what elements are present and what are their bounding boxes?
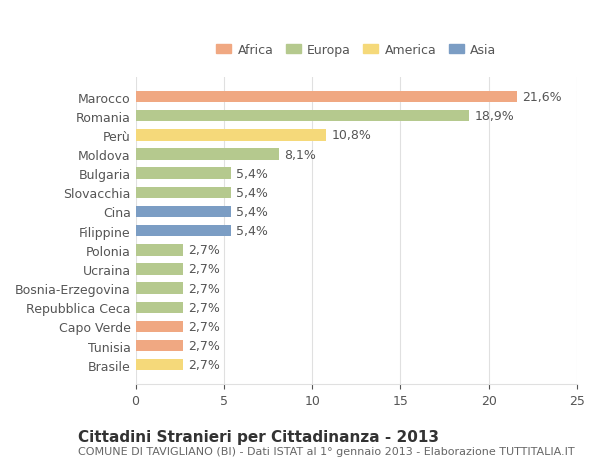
Text: COMUNE DI TAVIGLIANO (BI) - Dati ISTAT al 1° gennaio 2013 - Elaborazione TUTTITA: COMUNE DI TAVIGLIANO (BI) - Dati ISTAT a… [78,447,575,456]
Bar [136,245,183,256]
Bar [136,225,231,237]
Bar [136,283,183,294]
Text: 5,4%: 5,4% [236,167,268,180]
Text: 21,6%: 21,6% [523,91,562,104]
Text: 2,7%: 2,7% [188,301,220,314]
Text: 2,7%: 2,7% [188,339,220,353]
Text: 2,7%: 2,7% [188,263,220,276]
Bar [136,187,231,199]
Text: Cittadini Stranieri per Cittadinanza - 2013: Cittadini Stranieri per Cittadinanza - 2… [78,429,439,444]
Text: 5,4%: 5,4% [236,224,268,238]
Legend: Africa, Europa, America, Asia: Africa, Europa, America, Asia [216,44,496,57]
Text: 5,4%: 5,4% [236,206,268,218]
Text: 8,1%: 8,1% [284,148,316,161]
Bar [136,92,517,103]
Text: 2,7%: 2,7% [188,282,220,295]
Bar [136,130,326,141]
Bar [136,359,183,371]
Text: 5,4%: 5,4% [236,186,268,199]
Bar [136,149,278,160]
Text: 10,8%: 10,8% [332,129,371,142]
Bar [136,111,469,122]
Text: 18,9%: 18,9% [475,110,514,123]
Bar [136,263,183,275]
Text: 2,7%: 2,7% [188,320,220,333]
Bar [136,321,183,332]
Bar [136,168,231,179]
Text: 2,7%: 2,7% [188,358,220,371]
Bar [136,302,183,313]
Text: 2,7%: 2,7% [188,244,220,257]
Bar [136,206,231,218]
Bar [136,340,183,352]
